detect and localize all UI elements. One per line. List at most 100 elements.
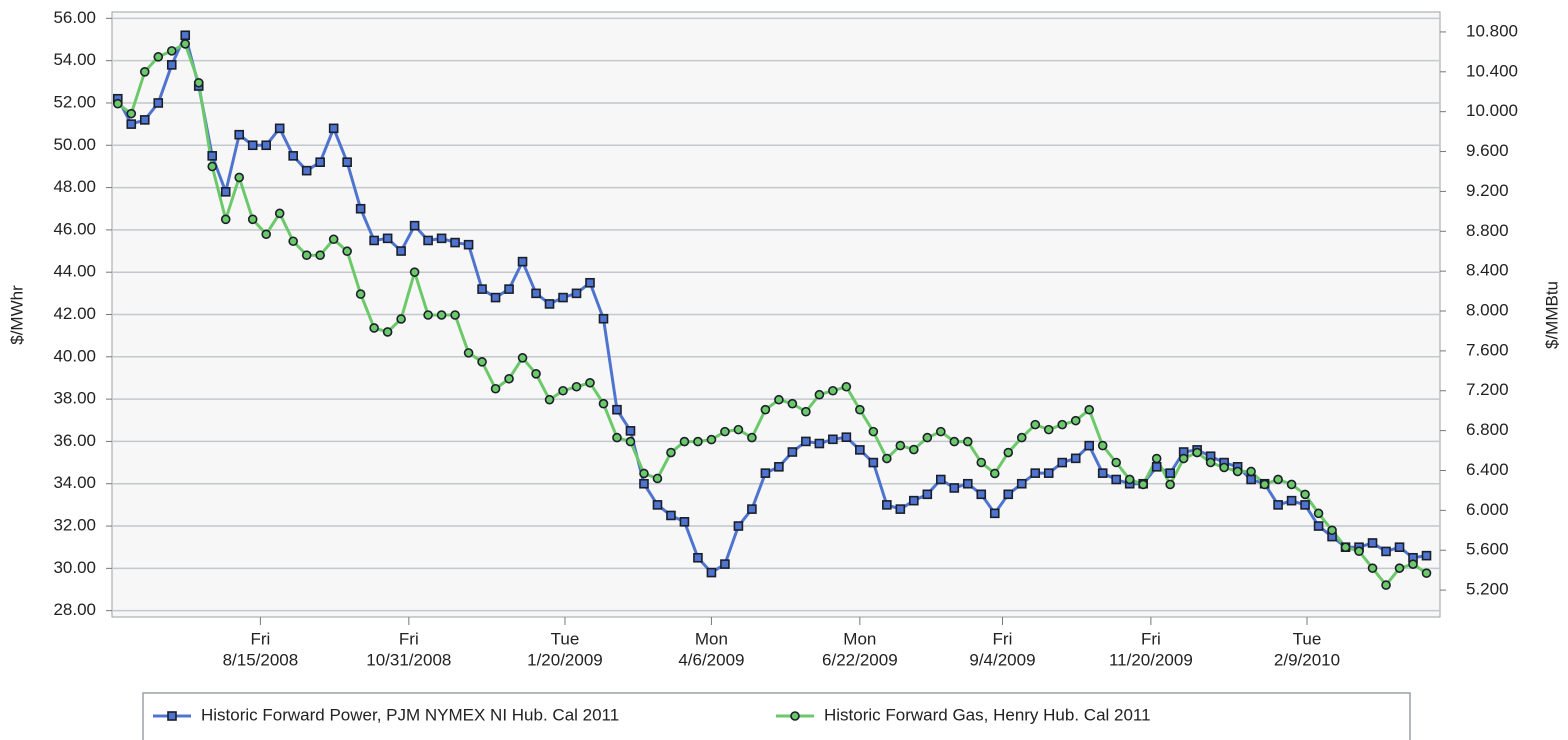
data-point — [1097, 440, 1108, 451]
x-tick-label: 2/9/2010 — [1274, 650, 1340, 669]
y2-axis-label: $/MMBtu — [1542, 281, 1561, 349]
data-point — [166, 46, 177, 56]
data-point — [935, 474, 946, 485]
data-point — [935, 426, 946, 437]
y2-tick-label: 9.200 — [1466, 181, 1509, 200]
y2-tick-label: 7.600 — [1466, 340, 1509, 359]
y2-tick-label: 10.000 — [1466, 101, 1518, 120]
data-point — [1313, 508, 1324, 519]
data-point — [436, 310, 447, 320]
data-point — [895, 440, 906, 451]
y2-tick-label: 10.800 — [1466, 21, 1518, 40]
y-tick-label: 34.00 — [53, 473, 96, 492]
y-tick-label: 42.00 — [53, 304, 96, 323]
data-point — [841, 381, 852, 392]
y-tick-label: 40.00 — [53, 346, 96, 365]
data-point — [1030, 468, 1041, 478]
data-point — [868, 426, 879, 437]
data-point — [814, 389, 825, 400]
x-tick-label: 6/22/2009 — [822, 650, 898, 669]
data-point — [909, 495, 919, 506]
y-tick-label: 50.00 — [53, 135, 96, 154]
data-point — [1030, 419, 1041, 430]
legend-marker — [790, 711, 800, 721]
data-point — [989, 508, 1000, 519]
y2-tick-label: 6.000 — [1466, 500, 1509, 519]
data-point — [1286, 495, 1297, 506]
data-point — [234, 129, 245, 140]
data-point — [153, 52, 164, 62]
data-point — [328, 123, 339, 134]
data-point — [720, 559, 730, 569]
data-point — [1003, 447, 1014, 458]
data-point — [747, 504, 757, 514]
data-point — [450, 310, 460, 320]
data-point — [882, 453, 892, 464]
data-point — [801, 436, 811, 447]
y2-tick-label: 5.200 — [1466, 580, 1509, 599]
data-point — [1165, 479, 1175, 490]
x-tick-label: Fri — [1141, 629, 1161, 648]
data-point — [409, 267, 420, 277]
data-point — [423, 310, 433, 320]
data-point — [585, 377, 595, 388]
x-tick-label: 8/15/2008 — [223, 650, 299, 669]
data-point — [477, 284, 487, 294]
data-point — [949, 483, 960, 493]
data-point — [544, 394, 555, 405]
data-point — [193, 77, 204, 88]
data-point — [396, 314, 406, 324]
x-tick-label: Fri — [399, 629, 419, 648]
y2-tick-label: 8.800 — [1466, 221, 1509, 240]
data-point — [207, 161, 218, 172]
data-point — [490, 383, 501, 394]
data-point — [369, 235, 379, 246]
data-point — [139, 67, 150, 77]
data-point — [598, 313, 609, 324]
data-point — [1165, 468, 1175, 478]
data-point — [207, 151, 218, 161]
data-point — [814, 438, 825, 449]
data-point — [355, 289, 366, 299]
data-point — [436, 233, 447, 244]
data-point — [490, 292, 501, 303]
data-point — [949, 436, 960, 447]
data-point — [976, 489, 987, 500]
data-point — [463, 239, 474, 250]
data-point — [733, 521, 744, 531]
data-point — [315, 157, 325, 167]
data-point — [1151, 462, 1162, 472]
y-tick-label: 32.00 — [53, 516, 96, 535]
data-point — [166, 60, 177, 70]
y2-tick-label: 6.400 — [1466, 460, 1509, 479]
data-point — [1070, 415, 1081, 426]
data-point — [774, 394, 784, 405]
y-tick-label: 36.00 — [53, 431, 96, 450]
data-point — [693, 436, 703, 447]
data-point — [855, 445, 865, 455]
data-point — [693, 552, 703, 563]
data-point — [1178, 453, 1189, 464]
data-point — [1300, 489, 1310, 500]
data-point — [1151, 453, 1162, 464]
legend-label: Historic Forward Power, PJM NYMEX NI Hub… — [201, 705, 619, 724]
y2-tick-label: 9.600 — [1466, 141, 1509, 160]
x-tick-label: Tue — [1293, 629, 1322, 648]
data-point — [1313, 521, 1324, 531]
x-tick-label: 4/6/2009 — [678, 650, 744, 669]
y-axis-label: $/MWhr — [7, 285, 26, 345]
data-point — [585, 277, 595, 288]
data-point — [706, 567, 717, 578]
data-point — [531, 288, 541, 299]
data-point — [1259, 479, 1270, 490]
data-point — [1111, 457, 1121, 468]
data-point — [261, 229, 271, 240]
data-point — [126, 108, 137, 119]
y2-tick-label: 5.600 — [1466, 540, 1509, 559]
legend-marker — [167, 711, 177, 721]
y-tick-label: 46.00 — [53, 219, 96, 238]
y-tick-label: 52.00 — [53, 92, 96, 111]
data-point — [1084, 440, 1095, 451]
data-point — [247, 214, 258, 225]
